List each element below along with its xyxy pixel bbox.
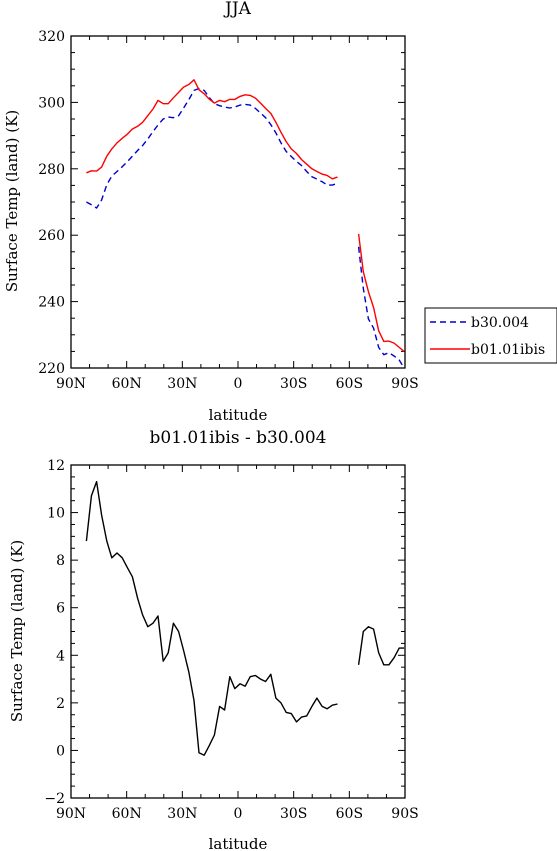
top-chart-panel: JJA 90N 60N 30N 0 30S 60S 90S 220 240 260 280 300 32… xyxy=(3,0,419,424)
bottom-chart-y-axis-label: Surface Temp (land) (K) xyxy=(8,540,26,722)
top-chart-x-tick-label: 0 xyxy=(234,376,243,392)
bottom-chart-panel: b01.01ibis - b30.004 90N 60N 30N 0 30S 60S 90S… xyxy=(8,428,419,851)
bottom-chart-series-difference-line xyxy=(357,626,405,666)
legend-label-b01-01ibis: b01.01ibis xyxy=(471,342,545,358)
top-chart-x-tick-label: 90S xyxy=(391,376,418,392)
top-chart-series-b30-004-line xyxy=(357,246,405,369)
bottom-chart-x-tick-label: 30N xyxy=(167,806,197,822)
top-chart-y-tick-label: 220 xyxy=(38,361,65,377)
bottom-chart-y-tick-label: 2 xyxy=(56,696,65,712)
top-chart-x-tick-label: 90N xyxy=(56,376,86,392)
bottom-chart-x-tick-label: 30S xyxy=(280,806,307,822)
bottom-chart-y-tick-label: 10 xyxy=(47,506,65,522)
bottom-chart-frame xyxy=(70,464,406,799)
bottom-chart-x-tick-label: 60N xyxy=(112,806,142,822)
legend-label-b30-004: b30.004 xyxy=(471,315,529,331)
bottom-chart-y-tick-label: 12 xyxy=(47,458,65,474)
top-chart-series-b01-01ibis-line xyxy=(86,79,338,180)
top-chart-title: JJA xyxy=(223,0,252,19)
top-chart-y-tick-label: 320 xyxy=(38,29,65,45)
legend-box xyxy=(424,307,557,364)
bottom-chart-x-axis-label: latitude xyxy=(209,835,268,851)
top-chart-series-b01-01ibis-line xyxy=(357,233,405,352)
top-chart-y-tick-label: 240 xyxy=(38,295,65,311)
top-chart-x-tick-label: 30S xyxy=(280,376,307,392)
bottom-chart-y-tick-label: 6 xyxy=(56,601,65,617)
top-chart-x-tick-label: 30N xyxy=(167,376,197,392)
top-chart-frame xyxy=(70,35,406,369)
legend: b30.004 b01.01ibis xyxy=(424,307,557,364)
top-chart-y-tick-label: 300 xyxy=(38,95,65,111)
bottom-chart-x-tick-label: 90N xyxy=(56,806,86,822)
top-chart-y-axis-label: Surface Temp (land) (K) xyxy=(3,110,21,292)
top-chart-plot-area: 90N 60N 30N 0 30S 60S 90S 220 240 260 280 300 320 xyxy=(38,29,418,392)
bottom-chart-x-tick-label: 90S xyxy=(391,806,418,822)
top-chart-x-axis-label: latitude xyxy=(209,406,268,424)
bottom-chart-y-tick-label: 4 xyxy=(56,648,65,664)
bottom-chart-y-tick-label: 0 xyxy=(56,743,65,759)
bottom-chart-title: b01.01ibis - b30.004 xyxy=(150,428,327,448)
top-chart-x-tick-label: 60N xyxy=(112,376,142,392)
top-chart-y-tick-label: 280 xyxy=(38,162,65,178)
bottom-chart-x-tick-label: 0 xyxy=(234,806,243,822)
bottom-chart-plot-area: 90N 60N 30N 0 30S 60S 90S −2 0 2 4 6 8 10 12 xyxy=(44,458,418,822)
bottom-chart-x-tick-label: 60S xyxy=(336,806,363,822)
bottom-chart-y-tick-label: −2 xyxy=(44,791,65,807)
top-chart-y-tick-label: 260 xyxy=(38,228,65,244)
bottom-chart-series-difference-line xyxy=(85,480,338,756)
bottom-chart-y-tick-label: 8 xyxy=(56,553,65,569)
top-chart-series-b30-004-line xyxy=(86,87,338,209)
top-chart-x-tick-label: 60S xyxy=(336,376,363,392)
